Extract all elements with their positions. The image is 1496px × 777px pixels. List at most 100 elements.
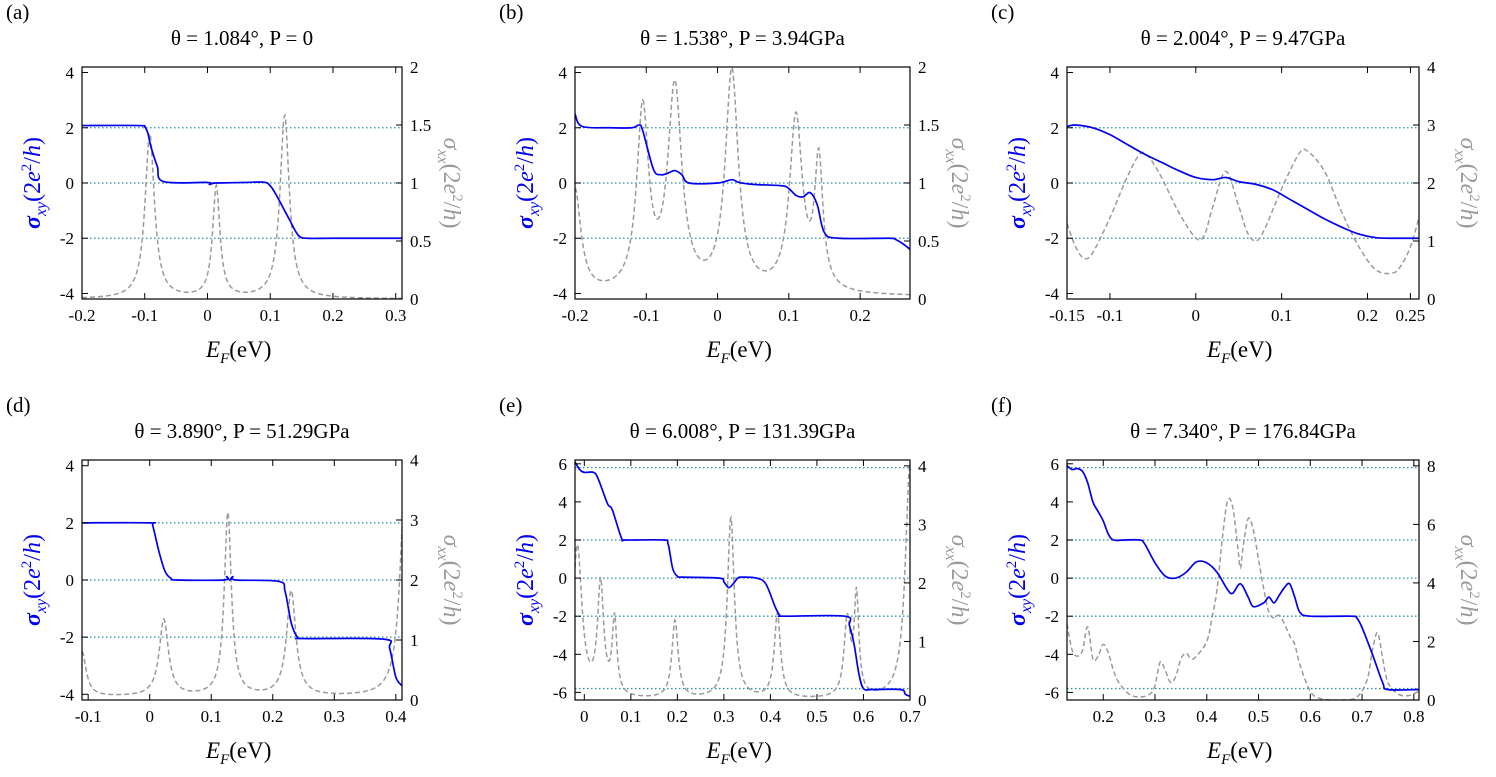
y2-tick-label: 0.5: [918, 232, 939, 251]
panel-title: θ = 6.008°, P = 131.39GPa: [630, 419, 856, 443]
x-tick-label: 0.1: [620, 707, 641, 726]
x-axis-label: EF(eV): [205, 337, 271, 367]
y-tick-label: -4: [1045, 284, 1060, 303]
y2-tick-label: 3: [918, 515, 927, 534]
y-tick-label: 2: [66, 119, 75, 138]
y2-tick-label: 1.5: [918, 116, 939, 135]
sigma-xy-curve: [82, 521, 402, 687]
y-tick-label: 4: [559, 64, 568, 83]
x-axis-label: EF(eV): [1206, 337, 1272, 367]
y2-tick-label: 0: [918, 691, 927, 710]
y-tick-label: 4: [1051, 64, 1060, 83]
sigma-xy-curve: [1067, 124, 1419, 240]
x-tick-label: 0.7: [899, 707, 921, 726]
x-tick-label: -0.1: [131, 306, 158, 325]
sigma-xx-curve: [1067, 497, 1419, 700]
y2-tick-label: 1: [1427, 232, 1436, 251]
x-tick-label: 0.1: [1271, 306, 1292, 325]
y-tick-label: -2: [60, 229, 74, 248]
panel-title: θ = 2.004°, P = 9.47GPa: [1141, 26, 1346, 50]
y2-tick-label: 4: [1427, 574, 1436, 593]
x-tick-label: 0: [145, 707, 154, 726]
y2-tick-label: 0: [918, 290, 927, 309]
x-tick-label: -0.2: [69, 306, 96, 325]
y2-tick-label: 6: [1427, 515, 1436, 534]
y-axis-label-sigma-xy: σxy(2e2/h): [512, 534, 543, 626]
y-tick-label: 2: [559, 119, 568, 138]
x-tick-label: -0.1: [633, 306, 660, 325]
x-tick-label: -0.1: [75, 707, 102, 726]
x-tick-label: 0.1: [778, 306, 799, 325]
y2-tick-label: 2: [410, 571, 419, 590]
y2-tick-label: 8: [1427, 457, 1436, 476]
x-tick-label: 0.7: [1351, 707, 1373, 726]
chart-panel-1: (a) θ = 1.084°, P = 0 -0.2 -0.1 0 0.1 0.2 0.3 -4…: [6, 0, 465, 367]
y2-tick-label: 3: [1427, 116, 1436, 135]
panel-title: θ = 7.340°, P = 176.84GPa: [1130, 419, 1356, 443]
chart-panel-4: (d) θ = 3.890°, P = 51.29GPa -0.1 0 0.1 0.2 0.…: [6, 393, 465, 768]
y-tick-label: 0: [559, 174, 568, 193]
y-tick-label: 2: [1051, 119, 1060, 138]
y2-tick-label: 4: [918, 457, 927, 476]
sigma-xx-curve: [82, 113, 402, 299]
y-tick-label: -4: [60, 685, 75, 704]
x-tick-label: 0.3: [385, 306, 406, 325]
y2-tick-label: 2: [410, 58, 419, 77]
x-tick-label: 0.6: [1300, 707, 1321, 726]
y-tick-label: -2: [553, 229, 567, 248]
x-tick-label: 0.8: [1403, 707, 1424, 726]
y2-tick-label: 0: [1427, 290, 1436, 309]
y2-tick-label: 1: [410, 174, 419, 193]
y2-tick-label: 0.5: [410, 232, 431, 251]
y-tick-label: 4: [1051, 493, 1060, 512]
chart-panel-3: (c) θ = 2.004°, P = 9.47GPa -0.15 -0.1 0 0.1 0…: [991, 0, 1482, 367]
y2-tick-label: 0: [410, 290, 419, 309]
x-tick-label: 0.4: [760, 707, 782, 726]
y-axis-label-sigma-xy: σxy(2e2/h): [19, 137, 50, 229]
x-tick-label: 0: [203, 306, 212, 325]
y-tick-label: 4: [66, 64, 75, 83]
x-tick-label: 0.4: [385, 707, 407, 726]
y2-tick-label: 4: [410, 451, 419, 470]
y-axis-label-sigma-xx: σxx(2e2/h): [942, 535, 973, 626]
y-tick-label: -2: [1045, 607, 1059, 626]
y-tick-label: -4: [60, 284, 75, 303]
x-tick-label: 0.2: [1357, 306, 1378, 325]
y-axis-label-sigma-xy: σxy(2e2/h): [19, 534, 50, 626]
y-tick-label: 0: [1051, 569, 1060, 588]
x-tick-label: -0.1: [1096, 306, 1123, 325]
y-tick-label: -4: [1045, 645, 1060, 664]
y-tick-label: -2: [1045, 229, 1059, 248]
panel-title: θ = 1.084°, P = 0: [171, 26, 313, 50]
panel-label: (b): [499, 0, 524, 24]
x-tick-label: 0.3: [324, 707, 345, 726]
x-axis-label: EF(eV): [1206, 738, 1272, 768]
y-tick-label: -4: [553, 645, 568, 664]
x-tick-label: 0.3: [713, 707, 734, 726]
y2-tick-label: 2: [918, 58, 927, 77]
y-tick-label: -6: [1045, 683, 1059, 702]
x-tick-label: 0: [1192, 306, 1201, 325]
y-tick-label: 0: [1051, 174, 1060, 193]
plot-frame: [1066, 459, 1420, 701]
sigma-xx-curve: [82, 512, 402, 696]
y-tick-label: -4: [553, 284, 568, 303]
panel-label: (e): [499, 393, 522, 417]
y2-tick-label: 2: [1427, 632, 1436, 651]
y-tick-label: 0: [66, 174, 75, 193]
y-tick-label: 6: [559, 455, 568, 474]
panel-label: (a): [6, 0, 29, 24]
x-tick-label: 0: [713, 306, 722, 325]
x-tick-label: 0.5: [1248, 707, 1269, 726]
x-tick-label: 0.5: [806, 707, 827, 726]
y-tick-label: 2: [559, 531, 568, 550]
panel-title: θ = 1.538°, P = 3.94GPa: [640, 26, 845, 50]
x-tick-label: 0.2: [262, 707, 283, 726]
y2-tick-label: 1.5: [410, 116, 431, 135]
sigma-xx-curve: [575, 464, 910, 698]
chart-panel-6: (f) θ = 7.340°, P = 176.84GPa 0.2 0.3 0.4 0.5…: [991, 393, 1482, 768]
plot-frame: [574, 459, 911, 701]
x-tick-label: -0.15: [1049, 306, 1084, 325]
y2-tick-label: 0: [1427, 691, 1436, 710]
x-tick-label: 0.4: [1196, 707, 1218, 726]
